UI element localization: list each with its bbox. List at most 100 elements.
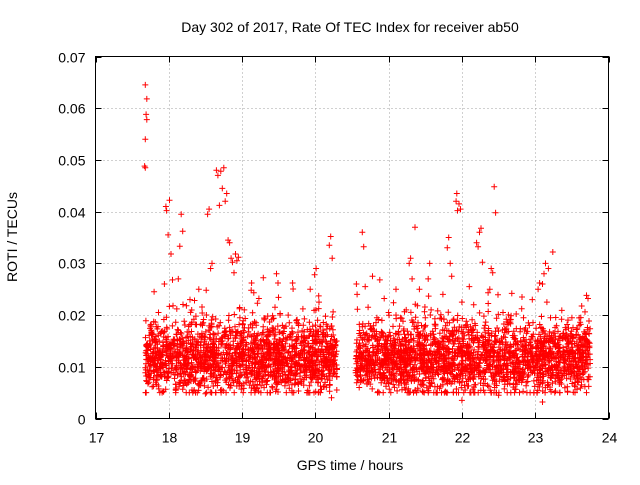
data-point [393,312,399,319]
data-point [552,388,559,395]
data-point [546,357,553,364]
data-point [161,281,168,287]
data-point [271,368,277,375]
data-point [403,306,410,313]
x-tick-label: 17 [89,430,105,446]
data-point [379,374,386,381]
data-point [510,363,517,370]
data-point [385,333,392,340]
data-point [283,359,290,366]
data-point [199,322,206,329]
data-point [540,352,547,359]
data-point [368,357,375,364]
data-point [410,343,417,350]
data-point [286,385,293,392]
data-point [376,276,383,283]
data-point [192,368,199,375]
data-point [306,363,313,370]
data-point [382,337,389,344]
data-point [273,270,280,277]
data-point [146,332,153,339]
data-point [243,364,250,371]
data-point [585,365,592,372]
data-point [193,341,200,348]
data-point [475,243,482,250]
data-point [352,369,359,376]
data-point [182,347,189,354]
data-point [449,329,456,336]
data-point [371,349,377,356]
data-point [355,343,362,350]
data-point [410,365,417,372]
data-point [558,354,565,361]
data-point [492,378,499,385]
data-point [155,357,162,364]
data-point [555,328,561,335]
data-point [460,389,467,396]
data-point [547,374,554,381]
data-point [491,333,498,340]
y-tick-label: 0.04 [58,205,85,221]
data-point [295,380,302,387]
data-point [541,270,547,277]
data-point [411,354,418,361]
data-point [148,331,155,338]
data-point [577,321,584,328]
data-point [213,167,220,174]
data-point [258,331,265,338]
data-point [577,370,583,377]
data-point [475,348,482,355]
data-point [443,327,450,334]
data-point [365,352,372,359]
data-point [308,379,314,386]
data-point [326,361,333,368]
data-point [151,288,158,295]
data-point [479,259,486,266]
data-point [199,310,206,316]
data-point [170,369,177,376]
data-point [265,363,271,370]
data-point [293,370,300,377]
data-point [407,372,413,379]
data-point [434,349,440,355]
data-point [184,360,191,367]
data-point [455,389,462,396]
data-point [374,345,381,352]
data-point [466,283,473,290]
data-point [170,340,177,347]
data-point [417,350,424,357]
data-point [198,349,204,356]
data-point [181,356,188,363]
data-point [273,338,280,345]
data-point [169,322,176,329]
data-point [248,280,255,286]
data-point [461,382,468,389]
data-point [563,343,570,350]
data-point [539,329,546,336]
data-point [577,314,584,321]
data-point [308,344,315,351]
y-tick-labels: 0 0.01 0.02 0.03 0.04 0.05 0.06 0.07 [58,50,85,428]
data-point [472,322,479,329]
data-point [481,389,488,396]
data-point [154,325,161,332]
data-point [429,328,436,335]
x-tick-label: 21 [382,430,398,446]
data-point [398,315,405,322]
data-point [397,314,404,321]
data-point [429,364,436,371]
data-point [203,346,210,352]
data-point [378,317,385,324]
data-point [533,359,540,366]
data-point [157,364,164,371]
data-point [275,280,281,286]
data-point [447,260,454,267]
data-point [411,361,418,368]
data-point [387,352,394,359]
data-point [524,361,531,368]
data-point [390,366,397,373]
data-point [445,234,452,241]
data-point [471,359,477,365]
data-point [482,322,489,329]
data-point [226,362,233,369]
